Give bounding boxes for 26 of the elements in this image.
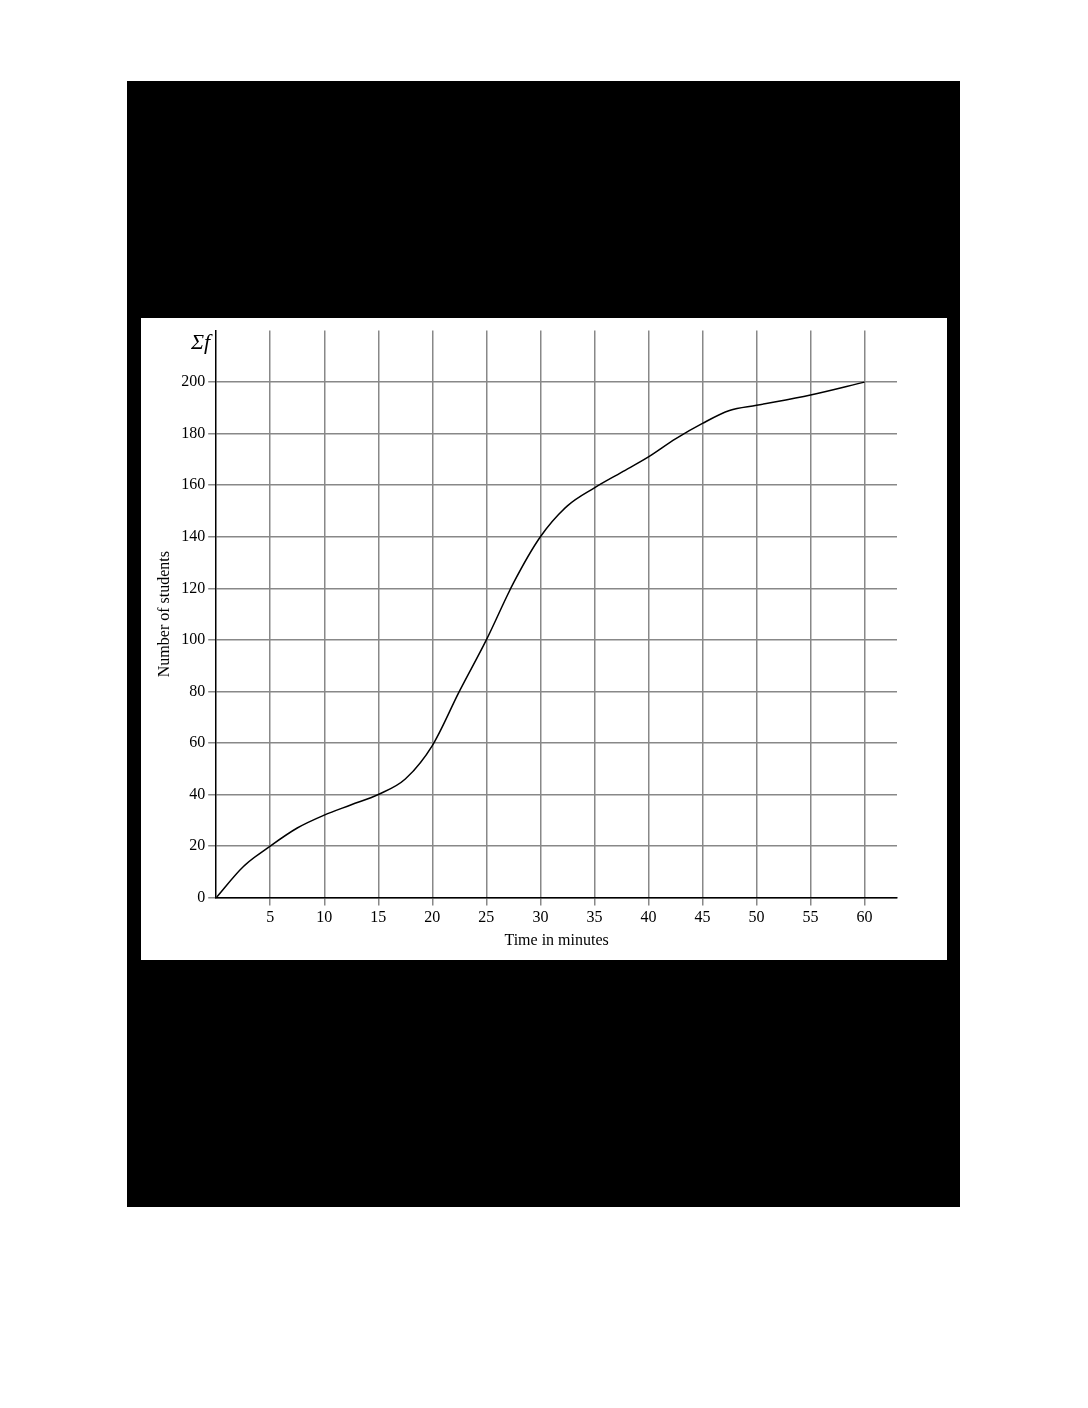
x-tick-label: 30 [532, 908, 549, 926]
x-tick-label: 10 [316, 908, 333, 926]
y-tick-label: 0 [197, 887, 206, 905]
x-tick-label: 60 [856, 908, 873, 926]
x-tick-label: 20 [424, 908, 441, 926]
x-tick-label: 15 [370, 908, 387, 926]
y-tick-label: 200 [181, 372, 206, 390]
x-tick-label: 5 [266, 908, 275, 926]
y-axis-title: Number of students [154, 551, 172, 678]
x-axis-title: Time in minutes [504, 930, 609, 948]
x-tick-label: 25 [478, 908, 495, 926]
y-tick-label: 40 [189, 784, 206, 802]
y-tick-label: 100 [181, 630, 206, 648]
y-tick-label: 20 [189, 836, 206, 854]
x-tick-label: 45 [694, 908, 711, 926]
x-tick-label: 55 [802, 908, 819, 926]
text: Σf [190, 329, 214, 355]
y-tick-label: 80 [189, 681, 206, 699]
y-tick-label: 120 [181, 578, 206, 596]
y-tick-label: 160 [181, 475, 206, 493]
x-tick-label: 35 [586, 908, 603, 926]
x-tick-label: 40 [640, 908, 657, 926]
y-tick-label: 60 [189, 733, 206, 751]
x-tick-label: 50 [748, 908, 765, 926]
y-tick-label: 180 [181, 423, 206, 441]
y-tick-label: 140 [181, 526, 206, 544]
